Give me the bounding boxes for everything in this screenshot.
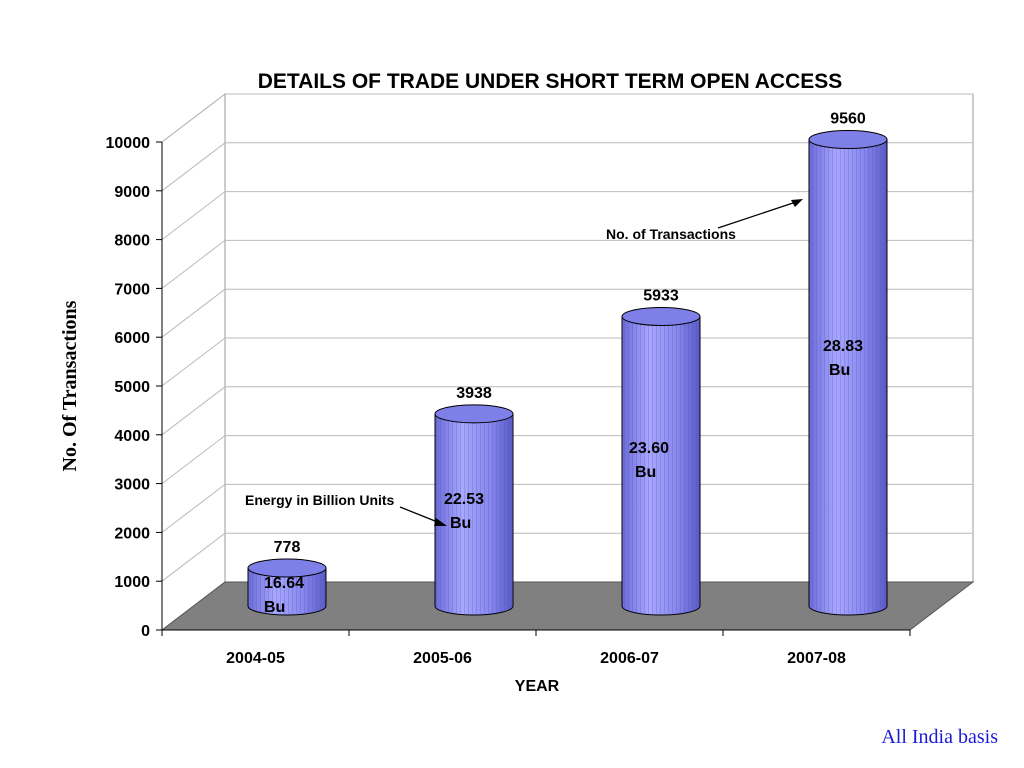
- annotation-transactions-arrow: [717, 201, 797, 229]
- bar-2004-05: 778 16.64 Bu: [247, 539, 327, 616]
- energy-label-value: 22.53: [444, 491, 484, 508]
- bar-2006-07: 5933 23.60 Bu: [621, 287, 701, 616]
- bar-value-label: 9560: [830, 110, 866, 127]
- y-ticks: 0 1000 2000 3000 4000 5000 6000 7000 8000 9000 100…: [106, 135, 162, 640]
- annotation-energy: Energy in Billion Units: [245, 492, 395, 508]
- y-tick-label: 7000: [114, 281, 150, 298]
- gridline-side: [161, 288, 226, 338]
- bar-top: [808, 129, 888, 149]
- y-axis-label: No. Of Transactions: [59, 300, 81, 471]
- gridline-side: [161, 142, 226, 192]
- y-tick-label: 10000: [106, 135, 151, 152]
- energy-label-unit: Bu: [264, 599, 285, 616]
- bar-top: [621, 306, 701, 326]
- y-tick-label: 8000: [114, 233, 150, 250]
- y-tick-label: 5000: [114, 379, 150, 396]
- y-tick-label: 3000: [114, 477, 150, 494]
- energy-label-value: 28.83: [823, 338, 863, 355]
- bar-texture: [622, 316, 700, 615]
- energy-label-unit: Bu: [450, 515, 471, 532]
- y-tick-label: 1000: [114, 574, 150, 591]
- gridline-side: [161, 191, 226, 240]
- y-tick-label: 2000: [114, 525, 150, 542]
- y-tick-label: 0: [141, 623, 150, 640]
- energy-label-unit: Bu: [829, 362, 850, 379]
- bar-value-label: 5933: [643, 287, 679, 304]
- y-tick-label: 6000: [114, 330, 150, 347]
- bar-texture: [809, 139, 887, 616]
- x-axis-label: YEAR: [515, 678, 560, 695]
- annotation-energy-arrowhead: [434, 518, 447, 526]
- bar-top: [247, 558, 327, 578]
- annotation-energy-arrow: [399, 506, 441, 524]
- gridline-side: [161, 240, 226, 289]
- x-ticks: 2004-05 2005-06 2006-07 2007-08: [161, 630, 911, 667]
- energy-label-value: 23.60: [629, 440, 669, 457]
- bar-value-label: 3938: [456, 385, 492, 402]
- bars: 778 16.64 Bu 3938 22.53 Bu 5933 23.60 Bu 9560 28.8…: [247, 110, 888, 616]
- bar-2005-06: 3938 22.53 Bu: [434, 385, 514, 616]
- x-tick-label: 2005-06: [413, 650, 472, 667]
- footer-note: All India basis: [881, 726, 998, 748]
- energy-label-unit: Bu: [635, 464, 656, 481]
- gridline-side: [161, 337, 226, 387]
- gridline-side: [161, 532, 226, 582]
- chart-title: DETAILS OF TRADE UNDER SHORT TERM OPEN A…: [258, 70, 843, 93]
- energy-label-value: 16.64: [264, 575, 304, 592]
- bar-top: [434, 404, 514, 424]
- x-tick-label: 2006-07: [600, 650, 659, 667]
- y-tick-label: 9000: [114, 184, 150, 201]
- gridline-side: [161, 435, 226, 484]
- bar-texture: [248, 568, 326, 615]
- gridline-side: [161, 93, 226, 143]
- y-tick-label: 4000: [114, 428, 150, 445]
- x-tick-label: 2007-08: [787, 650, 846, 667]
- gridline-side: [161, 484, 226, 533]
- bar-2007-08: 9560 28.83 Bu: [808, 110, 888, 616]
- annotation-transactions: No. of Transactions: [606, 226, 736, 242]
- annotation-transactions-arrowhead: [791, 199, 803, 207]
- x-tick-label: 2004-05: [226, 650, 285, 667]
- gridline-side: [161, 386, 226, 436]
- bar-value-label: 778: [274, 539, 301, 556]
- bar-texture: [435, 413, 513, 615]
